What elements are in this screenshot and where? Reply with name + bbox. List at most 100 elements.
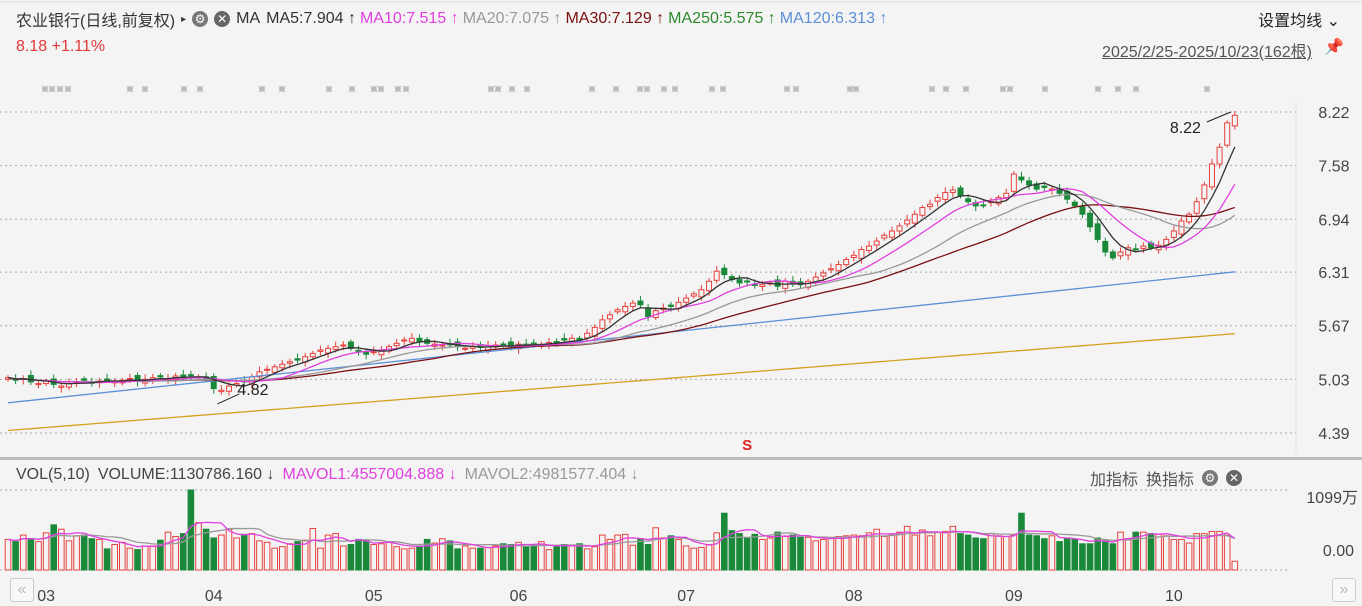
candle-body [1079,206,1086,215]
event-marker-icon [852,85,860,93]
candle-body [934,196,941,202]
volume-bar [743,537,751,571]
scroll-left-button[interactable]: « [10,578,34,602]
set-ma-button[interactable]: 设置均线 ⌄ [1258,13,1340,30]
candle-body [187,374,194,377]
candle [721,264,728,280]
candle-body [1026,180,1033,186]
volume-bar [1079,543,1086,571]
candle-body [584,332,591,339]
switch-indicator-button[interactable]: 换指标 [1145,472,1194,489]
event-marker-cross [846,85,854,93]
date-range[interactable]: 2025/2/25-2025/10/23(162根) [1102,44,1312,61]
candle-body [530,342,537,345]
gear-icon[interactable]: ⚙ [192,11,209,27]
expand-arrow-icon[interactable]: ▸ [181,13,187,25]
vol-title: VOL(5,10) [16,466,90,483]
candle [972,199,979,212]
x-tick-label: 06 [510,588,528,605]
volume-bar [698,546,705,571]
pin-icon[interactable]: 📌 [1324,39,1344,56]
candle-body [858,248,865,259]
candle [393,338,400,350]
volume-bar [949,525,957,571]
candle-body [827,268,834,271]
volume-bar [934,531,941,571]
event-marker-cross [402,85,410,93]
add-indicator-button[interactable]: 加指标 [1089,472,1138,489]
candle [888,226,895,242]
event-marker-cross [588,85,596,93]
sell-signal-marker: S [742,437,752,454]
volume-bar [1185,542,1193,571]
event-marker-icon [636,85,644,93]
candle [1109,249,1116,261]
gear-icon[interactable]: ⚙ [1202,470,1218,486]
event-marker-icon [1203,85,1211,93]
volume-bar [1048,535,1056,571]
candle-body [1094,223,1101,240]
volume-bar [964,534,972,571]
event-marker-cross [48,85,56,93]
event-marker-icon [56,85,64,93]
close-icon[interactable]: ✕ [1226,470,1242,486]
candle [1170,225,1177,241]
candle-body [911,213,918,224]
volume-bar [667,535,675,571]
volume-bar [1117,531,1124,571]
candle-body [210,376,217,390]
event-marker-icon [180,85,188,93]
volume-bar [1071,538,1079,571]
candle-body [264,368,271,371]
event-marker-cross [126,85,134,93]
event-marker-cross [852,85,860,93]
event-marker-icon [402,85,410,93]
candle [309,350,316,360]
volume-bar [530,544,538,571]
volume-bar [301,539,309,571]
x-tick-label: 10 [1165,588,1183,605]
candle [1231,110,1238,130]
volume-bar [812,540,820,571]
x-tick-label: 04 [205,588,223,605]
close-icon[interactable]: ✕ [214,11,231,27]
volume-bar [339,545,347,571]
candle-body [980,204,987,207]
volume-bar [454,548,461,571]
event-marker-icon [1132,85,1140,93]
event-marker-cross [999,85,1007,93]
candle [896,222,903,237]
event-marker-icon [278,85,286,93]
volume-bar [560,544,568,571]
candle-body [340,344,347,347]
x-tick-label: 05 [365,588,383,605]
candle-body [835,264,842,272]
candle-body [1170,230,1177,238]
candle [35,379,42,389]
candle-body [553,340,560,343]
candle [1117,247,1124,260]
scroll-right-button[interactable]: » [1332,578,1356,602]
volume-bar [477,547,484,571]
indicator-tools: 加指标 换指标 ⚙ ✕ [1090,466,1242,490]
stock-title[interactable]: 农业银行(日线,前复权) [16,13,176,30]
volume-bar [1132,531,1140,571]
volume-bar [27,538,35,571]
event-marker-icon [494,85,502,93]
event-marker-icon [508,85,516,93]
event-marker-cross [942,85,950,93]
candle [805,278,812,291]
candle-body [1125,247,1132,256]
volume-bar [111,544,118,571]
candle [1208,158,1215,191]
event-marker-icon [999,85,1007,93]
candle-body [904,219,911,225]
x-tick-label: 08 [845,588,863,605]
candle-body [157,375,164,378]
price-change: 8.18 +1.11% [16,38,105,56]
volume-bar [263,541,271,571]
volume-bar [591,546,599,571]
volume-bar [705,544,713,571]
volume-bar [1193,533,1201,571]
